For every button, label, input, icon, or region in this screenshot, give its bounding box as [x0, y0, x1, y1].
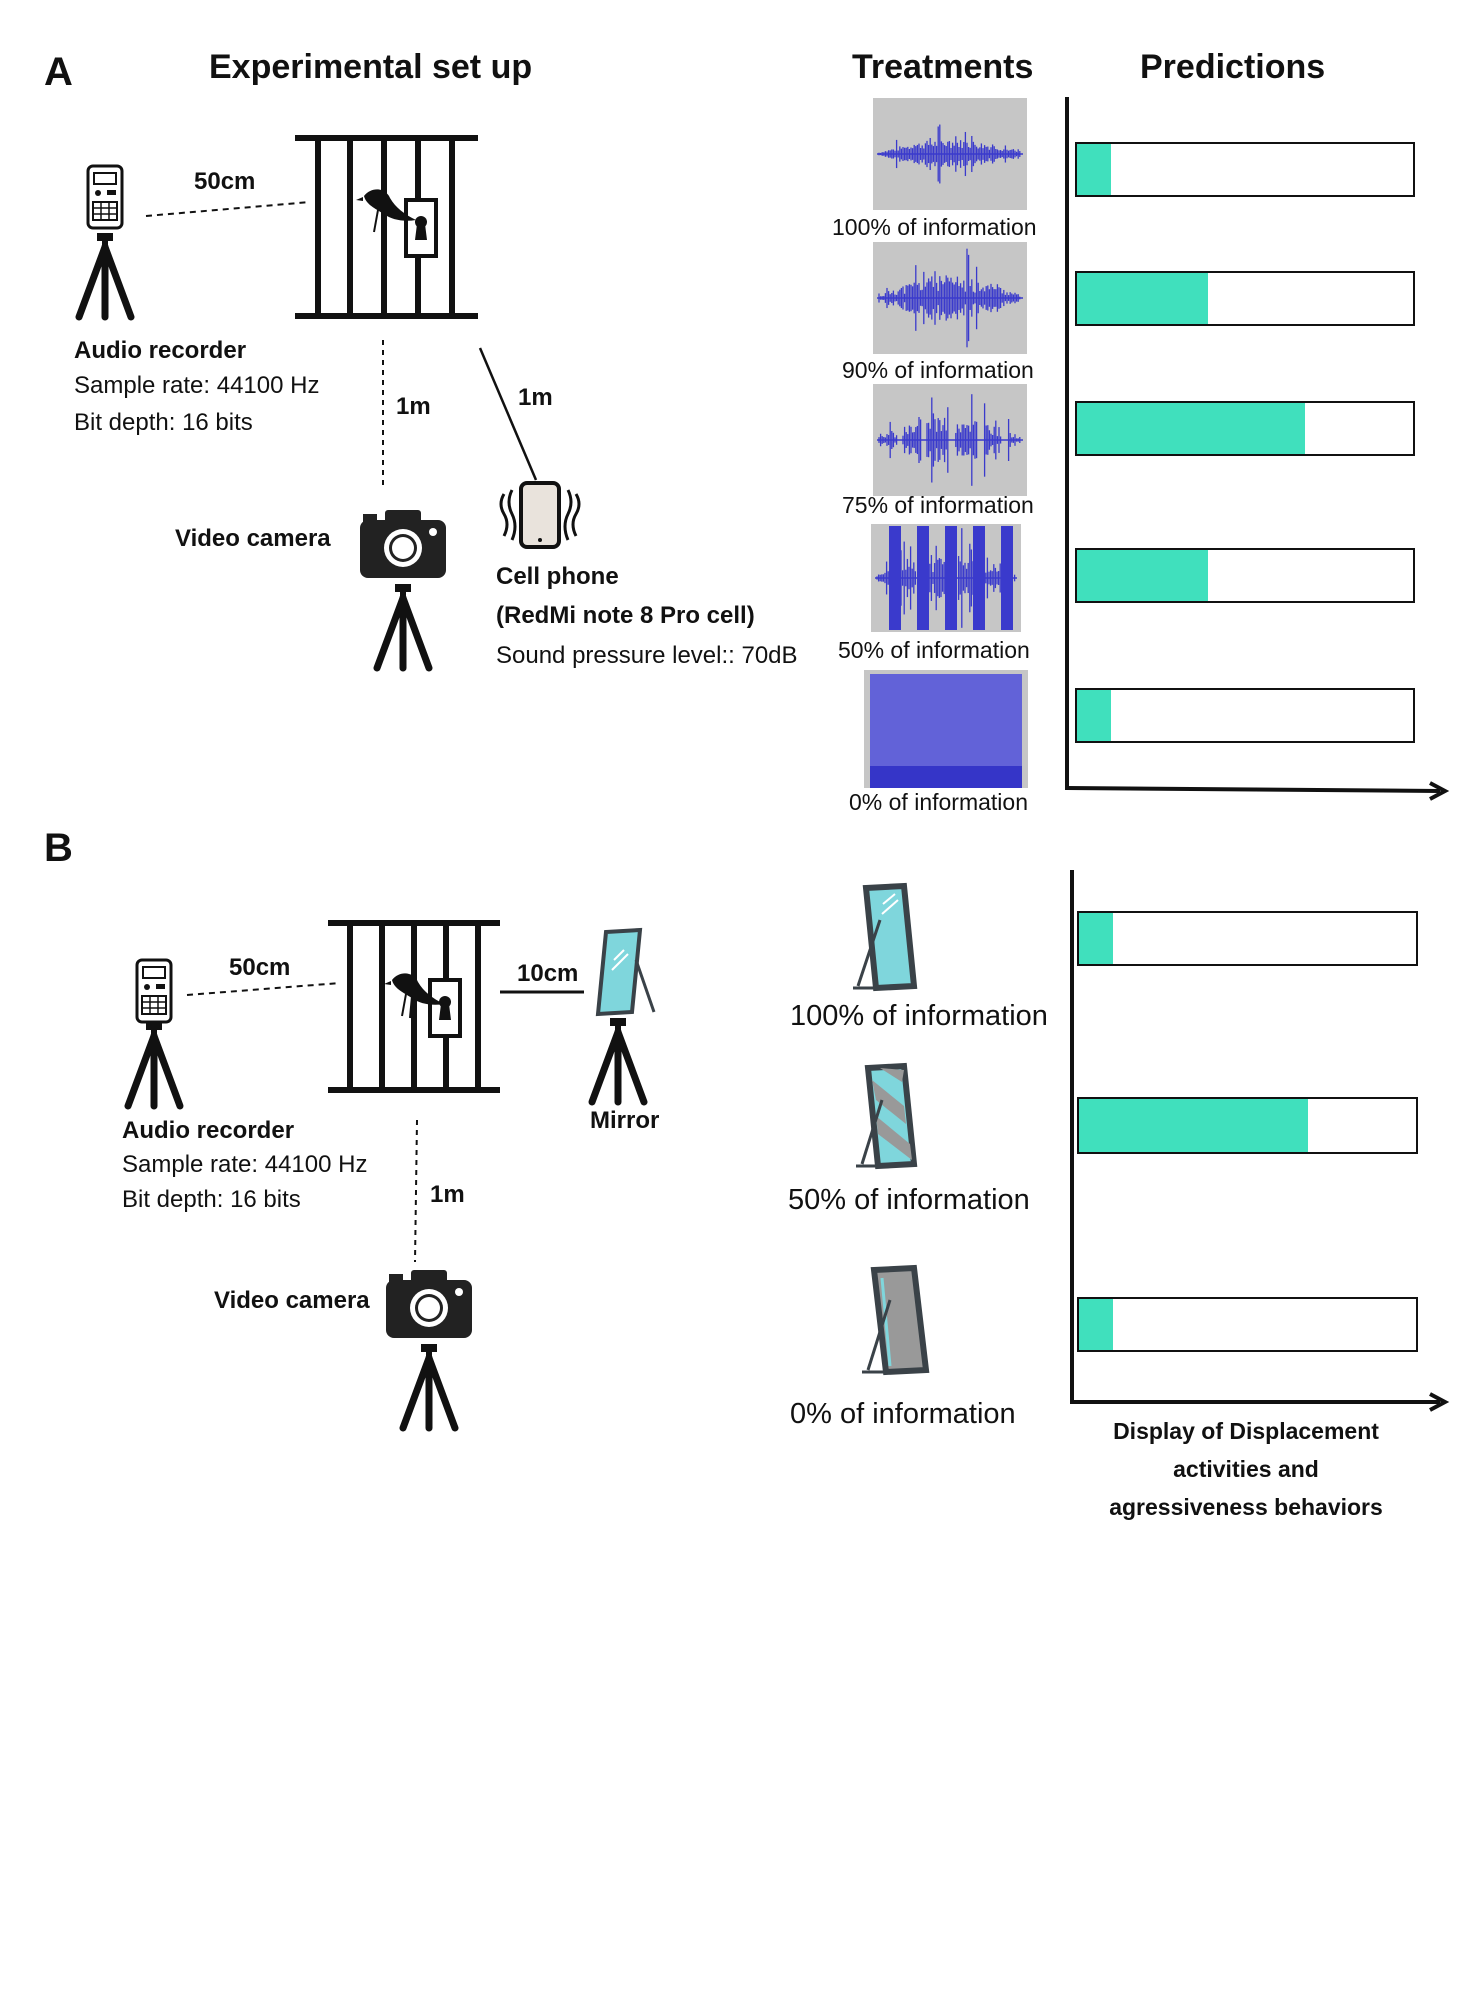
mirror-treatment-100 — [853, 882, 918, 992]
distance-camera-b: 1m — [430, 1181, 465, 1208]
prediction-fill — [1079, 913, 1113, 964]
waveform-0 — [864, 670, 1028, 788]
recorder-bit-depth-a: Bit depth: 16 bits — [74, 409, 253, 436]
cage-b — [328, 920, 500, 1093]
waveform-100 — [873, 98, 1027, 210]
phone-model: (RedMi note 8 Pro cell) — [496, 602, 755, 629]
wave-block — [1001, 526, 1013, 630]
wave-block — [889, 526, 901, 630]
phone-icon — [499, 481, 581, 549]
camera-icon-a — [360, 510, 446, 668]
prediction-bar-a-100 — [1075, 142, 1415, 197]
noise-band — [870, 766, 1022, 788]
recorder-sample-rate-b: Sample rate: 44100 Hz — [122, 1151, 368, 1178]
prediction-fill — [1077, 690, 1111, 741]
setup-title: Experimental set up — [209, 48, 533, 86]
treatment-label-a-90: 90% of information — [842, 357, 1034, 383]
prediction-fill — [1077, 273, 1209, 324]
axis-caption-line-1: Display of Displacement — [1113, 1418, 1379, 1444]
waveform-50 — [871, 524, 1021, 632]
mirror-treatment-0 — [862, 1264, 930, 1376]
recorder-icon-b — [128, 958, 180, 1106]
distance-phone-a: 1m — [518, 384, 553, 411]
treatment-label-b-0: 0% of information — [790, 1398, 1016, 1430]
predictions-x-axis-a — [1066, 786, 1441, 793]
dashed-line-camera-b — [414, 1119, 418, 1263]
axis-caption-line-3: agressiveness behaviors — [1109, 1494, 1383, 1520]
recorder-name-b: Audio recorder — [122, 1117, 295, 1144]
treatment-label-a-100: 100% of information — [832, 214, 1037, 240]
panel-letter-a: A — [44, 50, 73, 94]
recorder-icon-a — [79, 164, 131, 317]
prediction-fill — [1079, 1299, 1113, 1350]
dashed-line-recorder-b — [186, 982, 341, 996]
treatment-label-b-50: 50% of information — [788, 1184, 1030, 1216]
treatment-label-a-0: 0% of information — [849, 789, 1028, 815]
prediction-bar-a-75 — [1075, 401, 1415, 456]
axis-arrow-b — [1429, 1392, 1450, 1412]
prediction-bar-a-90 — [1075, 271, 1415, 326]
dashed-line-recorder-a — [145, 201, 311, 217]
prediction-bar-b-50 — [1077, 1097, 1418, 1154]
recorder-name-a: Audio recorder — [74, 337, 247, 364]
waveform-75 — [873, 384, 1027, 496]
wave-block — [917, 526, 929, 630]
line-phone-a — [478, 347, 538, 481]
distance-camera-a: 1m — [396, 393, 431, 420]
recorder-sample-rate-a: Sample rate: 44100 Hz — [74, 372, 320, 399]
waveform-90 — [873, 242, 1027, 354]
distance-recorder-b: 50cm — [229, 954, 291, 981]
treatment-label-a-75: 75% of information — [842, 492, 1034, 518]
treatment-label-a-50: 50% of information — [838, 637, 1030, 663]
camera-icon-b — [386, 1270, 472, 1428]
predictions-title: Predictions — [1140, 48, 1326, 86]
distance-mirror-b: 10cm — [517, 960, 579, 987]
wave-block — [973, 526, 985, 630]
phone-spl: Sound pressure level:: 70dB — [496, 642, 798, 669]
mirror-label: Mirror — [590, 1107, 660, 1134]
treatments-title: Treatments — [852, 48, 1034, 86]
recorder-bit-depth-b: Bit depth: 16 bits — [122, 1186, 301, 1213]
phone-name: Cell phone — [496, 563, 619, 590]
prediction-bar-a-0 — [1075, 688, 1415, 743]
cage-a — [295, 135, 478, 319]
mirror-treatment-50 — [856, 1062, 918, 1170]
prediction-fill — [1077, 144, 1111, 195]
prediction-fill — [1079, 1099, 1309, 1152]
camera-label-b: Video camera — [214, 1287, 370, 1314]
camera-label-a: Video camera — [175, 525, 331, 552]
prediction-fill — [1077, 550, 1209, 601]
axis-arrow-a — [1429, 781, 1450, 801]
treatment-label-b-100: 100% of information — [790, 1000, 1048, 1032]
distance-recorder-a: 50cm — [194, 168, 256, 195]
wave-block — [945, 526, 957, 630]
panel-letter-b: B — [44, 826, 73, 870]
mirror-on-tripod — [592, 927, 656, 1102]
prediction-bar-b-0 — [1077, 1297, 1418, 1352]
prediction-bar-a-50 — [1075, 548, 1415, 603]
prediction-bar-b-100 — [1077, 911, 1418, 966]
axis-caption-line-2: activities and — [1173, 1456, 1319, 1482]
prediction-fill — [1077, 403, 1306, 454]
